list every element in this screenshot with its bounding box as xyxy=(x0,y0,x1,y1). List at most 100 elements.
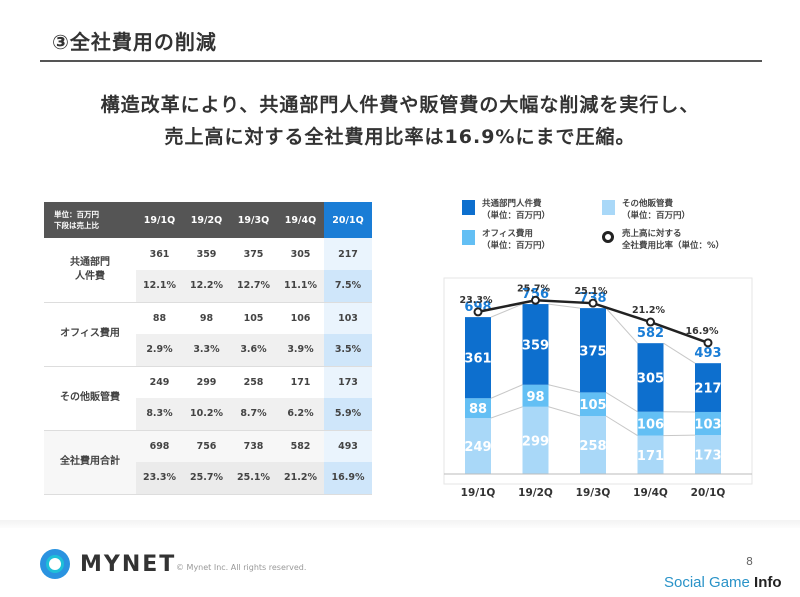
table-row: その他販管費 249 299 258 171 173 xyxy=(44,366,372,431)
bar-segment xyxy=(580,308,606,393)
bar-value-label: 88 xyxy=(469,402,487,417)
bar-segment xyxy=(465,317,491,399)
table-cell: 738 xyxy=(230,430,277,462)
legend-swatch-dark-blue xyxy=(462,200,475,215)
page-number: 8 xyxy=(746,555,753,568)
table-cell: 25.1% xyxy=(230,462,277,495)
table-row-total: 23.3% 25.7% 25.1% 21.2% 16.9% xyxy=(44,462,372,495)
table-row: 8.3% 10.2% 8.7% 6.2% 5.9% xyxy=(44,398,372,431)
series-connector-line xyxy=(548,384,581,393)
series-connector-line xyxy=(490,303,523,318)
bar-value-label: 258 xyxy=(579,439,606,454)
table-row: 12.1% 12.2% 12.7% 11.1% 7.5% xyxy=(44,270,372,303)
table-cell: 88 xyxy=(136,302,183,334)
table-cell: 98 xyxy=(183,302,230,334)
table-cell: 11.1% xyxy=(277,270,324,303)
ratio-point xyxy=(531,295,540,305)
bar-segment xyxy=(580,392,606,417)
bar-value-label: 98 xyxy=(526,390,544,405)
bar-value-label: 106 xyxy=(637,418,664,433)
mynet-logo-icon xyxy=(40,549,70,579)
table-row: 2.9% 3.3% 3.6% 3.9% 3.5% xyxy=(44,334,372,367)
series-connector-line xyxy=(548,303,581,309)
table-cell: 359 xyxy=(183,238,230,270)
bar-segment xyxy=(637,411,664,436)
copyright-text: © Mynet Inc. All rights reserved. xyxy=(176,563,307,572)
row-label-office: オフィス費用 xyxy=(44,302,136,367)
table-cell: 105 xyxy=(230,302,277,334)
table-cell: 582 xyxy=(277,430,324,462)
table-cell: 299 xyxy=(183,366,230,398)
table-cell-current: 493 xyxy=(324,430,372,462)
table-row: オフィス費用 88 98 105 106 103 xyxy=(44,302,372,367)
bar-total-label: 582 xyxy=(637,326,664,341)
table-cell: 249 xyxy=(136,366,183,398)
legend-swatch-light-blue xyxy=(602,200,615,215)
table-cell-current: 7.5% xyxy=(324,270,372,303)
series-connector-line xyxy=(663,342,696,364)
header-quarter: 19/4Q xyxy=(277,202,324,238)
watermark: Social Game Info xyxy=(664,574,782,591)
legend-swatch-mid-blue xyxy=(462,230,475,245)
table-cell: 305 xyxy=(277,238,324,270)
table-cell: 3.3% xyxy=(183,334,230,367)
table-cell: 756 xyxy=(183,430,230,462)
row-label-personnel: 共通部門 人件費 xyxy=(44,238,136,303)
bar-segment xyxy=(695,435,721,474)
series-connector-line xyxy=(605,415,638,436)
title-divider xyxy=(40,60,762,62)
bar-segment xyxy=(580,416,606,474)
bar-value-label: 105 xyxy=(579,398,606,413)
ratio-point xyxy=(646,317,655,327)
table-cell-current: 3.5% xyxy=(324,334,372,367)
row-label-other-sga: その他販管費 xyxy=(44,366,136,431)
headline-line-2: 売上高に対する全社費用比率は16.9%にまで圧縮。 xyxy=(164,126,636,148)
ratio-point xyxy=(588,298,598,308)
expense-stacked-bar-chart: 2498836169819/1Q2999835975619/2Q25810537… xyxy=(443,277,753,499)
table-cell: 361 xyxy=(136,238,183,270)
bar-value-label: 305 xyxy=(637,371,664,386)
ratio-label: 23.3% xyxy=(460,295,493,306)
table-cell: 258 xyxy=(230,366,277,398)
x-tick-label: 19/1Q xyxy=(461,487,496,499)
footer xyxy=(0,528,800,597)
bar-value-label: 217 xyxy=(694,382,721,397)
table-cell: 698 xyxy=(136,430,183,462)
x-tick-label: 20/1Q xyxy=(691,487,726,499)
bar-value-label: 361 xyxy=(464,352,491,367)
series-connector-line xyxy=(605,307,638,344)
bar-segment xyxy=(522,384,549,407)
x-tick-label: 19/4Q xyxy=(633,487,668,499)
bar-value-label: 249 xyxy=(464,440,491,455)
table-cell: 8.3% xyxy=(136,398,183,431)
bar-segment xyxy=(465,398,491,419)
bar-value-label: 173 xyxy=(694,449,721,464)
ratio-label: 21.2% xyxy=(632,305,665,316)
table-cell: 106 xyxy=(277,302,324,334)
table-cell: 6.2% xyxy=(277,398,324,431)
table-row-total: 全社費用合計 698 756 738 582 493 xyxy=(44,430,372,495)
table-cell: 25.7% xyxy=(183,462,230,495)
table-cell: 12.7% xyxy=(230,270,277,303)
ratio-label: 16.9% xyxy=(686,326,719,337)
bar-segment xyxy=(637,435,664,474)
header-quarter-current: 20/1Q xyxy=(324,202,372,238)
table-cell-current: 173 xyxy=(324,366,372,398)
table-cell-current: 103 xyxy=(324,302,372,334)
bar-value-label: 375 xyxy=(579,344,606,359)
table-header-row: 単位：百万円 下段は売上比 19/1Q 19/2Q 19/3Q 19/4Q 20/… xyxy=(44,202,372,238)
table-cell-current: 217 xyxy=(324,238,372,270)
row-label-total: 全社費用合計 xyxy=(44,430,136,495)
table-cell-current: 16.9% xyxy=(324,462,372,495)
headline-line-1: 構造改革により、共通部門人件費や販管費の大幅な削減を実行し、 xyxy=(100,94,700,116)
bar-segment xyxy=(522,406,549,474)
bar-total-label: 493 xyxy=(694,346,721,361)
unit-label: 単位：百万円 下段は売上比 xyxy=(44,202,136,238)
bar-value-label: 103 xyxy=(694,418,721,433)
x-tick-label: 19/3Q xyxy=(576,487,611,499)
table-cell: 375 xyxy=(230,238,277,270)
series-connector-line xyxy=(548,406,581,417)
table-cell: 3.6% xyxy=(230,334,277,367)
bar-value-label: 171 xyxy=(637,449,664,464)
x-tick-label: 19/2Q xyxy=(518,487,553,499)
